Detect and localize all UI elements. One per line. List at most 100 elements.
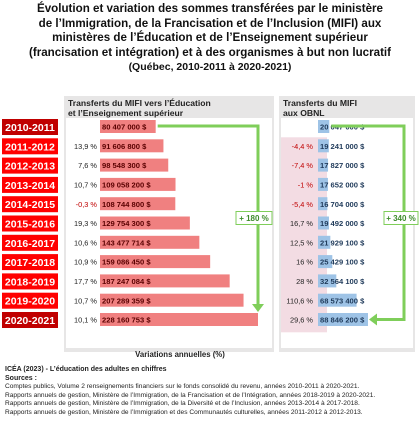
series-1-value-label-9: 207 289 359 $ xyxy=(102,296,151,305)
series-2-bar-9 xyxy=(318,293,357,307)
series-2-variation-9: 110,6 % xyxy=(286,296,313,305)
series-1-bar-1 xyxy=(100,139,164,153)
series-1-variation-1: 13,9 % xyxy=(74,142,97,151)
source-line-4: Rapports annuels de gestion, Ministère d… xyxy=(5,408,363,416)
category-label-2: 2012-2013 xyxy=(5,161,55,173)
series-2-variation-4: -5,4 % xyxy=(292,200,314,209)
series-1-bar-0 xyxy=(100,120,156,133)
category-label-box-5 xyxy=(2,215,58,232)
series-1-value-label-4: 108 744 800 $ xyxy=(102,200,151,209)
category-label-10: 2020-2021 xyxy=(5,315,55,327)
variation-band-education xyxy=(66,137,102,333)
sources-title: Sources : xyxy=(5,374,37,382)
series-2-bar-8 xyxy=(318,274,337,288)
series-2-bar-7 xyxy=(318,255,333,269)
title-line-1: Évolution et variation des sommes transf… xyxy=(36,2,383,15)
category-label-box-4 xyxy=(2,196,58,213)
series-2-variation-7: 16 % xyxy=(296,258,313,267)
series-2-bar-10 xyxy=(318,313,368,326)
series-1-value-label-0: 80 407 000 $ xyxy=(102,123,147,132)
series-1-variation-5: 19,3 % xyxy=(74,219,97,228)
series-1-value-label-6: 143 477 714 $ xyxy=(102,238,151,247)
series-2-value-label-4: 16 704 000 $ xyxy=(320,200,365,209)
series-1-variation-8: 17,7 % xyxy=(74,277,97,286)
series-1-value-label-7: 159 086 450 $ xyxy=(102,258,151,267)
series-2-bar-4 xyxy=(318,197,328,211)
series-2-variation-6: 12,5 % xyxy=(290,238,313,247)
series-1-bar-6 xyxy=(100,235,200,249)
series-2-value-label-9: 68 573 400 $ xyxy=(320,296,365,305)
series-1-bar-5 xyxy=(100,216,190,230)
category-label-5: 2015-2016 xyxy=(5,219,55,231)
series-1-bar-8 xyxy=(100,274,230,288)
series-2-growth-arrowhead xyxy=(369,313,377,326)
series-2-name-line-2: aux OBNL xyxy=(283,108,325,118)
series-1-growth-arrow-line xyxy=(157,124,260,305)
series-2-value-label-3: 17 652 000 $ xyxy=(320,181,365,190)
series-1-bar-4 xyxy=(100,197,176,211)
series-1-value-label-3: 109 058 200 $ xyxy=(102,181,151,190)
series-2-bar-1 xyxy=(318,139,329,153)
series-2-name-line-1: Transferts du MIFI xyxy=(283,98,357,108)
category-label-9: 2019-2020 xyxy=(5,296,55,308)
series-1-bar-2 xyxy=(100,158,169,172)
series-2-variation-1: -4,4 % xyxy=(292,142,314,151)
series-1-bar-7 xyxy=(100,255,211,269)
chart-subtitle: (Québec, 2010-2011 à 2020-2021) xyxy=(128,61,292,73)
source-line-2: Rapports annuels de gestion, Ministère d… xyxy=(5,391,376,399)
series-2-total-change-box xyxy=(383,211,419,225)
category-label-7: 2017-2018 xyxy=(5,257,55,269)
series-1-variation-7: 10,9 % xyxy=(74,258,97,267)
series-1-value-label-5: 129 754 300 $ xyxy=(102,219,151,228)
series-1-bar-10 xyxy=(100,313,258,326)
series-2-variation-10: 29,6 % xyxy=(290,316,313,325)
footer: ICÉA (2023) - L’éducation des adultes en… xyxy=(5,366,417,418)
series-2-value-label-5: 19 492 000 $ xyxy=(320,219,365,228)
series-2-variation-8: 28 % xyxy=(296,277,313,286)
category-label-3: 2013-2014 xyxy=(5,180,55,192)
series-2-value-label-6: 21 929 100 $ xyxy=(320,238,365,247)
series-2-variation-5: 16,7 % xyxy=(290,219,313,228)
x-axis-label: Variations annuelles (%) xyxy=(135,350,225,359)
source-line-3: Rapports annuels de gestion, Ministère d… xyxy=(5,400,360,408)
series-1-variation-2: 7,6 % xyxy=(78,161,97,170)
source-line-1: Comptes publics, Volume 2 renseignements… xyxy=(5,383,360,391)
series-1-variation-9: 10,7 % xyxy=(74,296,97,305)
title-line-3: ministères de l’Éducation et de l’Enseig… xyxy=(52,31,368,44)
series-2-bar-3 xyxy=(318,177,328,191)
series-1-bar-9 xyxy=(100,293,244,307)
series-1-total-change: + 180 % xyxy=(239,214,269,223)
series-1-total-change-box xyxy=(235,211,273,225)
series-2-bar-2 xyxy=(318,158,329,172)
series-2-variation-3: -1 % xyxy=(298,181,314,190)
series-2-value-label-7: 25 429 100 $ xyxy=(320,258,365,267)
series-1-name-line-2: et l’Enseignement supérieur xyxy=(68,108,184,118)
series-1-variation-10: 10,1 % xyxy=(74,316,97,325)
credit-line: ICÉA (2023) - L’éducation des adultes en… xyxy=(5,366,167,373)
category-label-box-6 xyxy=(2,234,58,251)
series-1-variation-3: 10,7 % xyxy=(74,181,97,190)
category-label-box-3 xyxy=(2,176,58,193)
category-label-box-7 xyxy=(2,254,58,271)
title-line-4: (francisation et intégration) et à des o… xyxy=(28,45,392,59)
series-1-variation-4: -0,3 % xyxy=(76,200,98,209)
series-2-value-label-2: 17 827 000 $ xyxy=(320,161,365,170)
series-2-value-label-8: 32 564 100 $ xyxy=(320,277,365,286)
series-2-bar-6 xyxy=(318,235,331,249)
series-2-value-label-1: 19 241 000 $ xyxy=(320,142,365,151)
category-label-box-0 xyxy=(2,119,58,135)
series-1-value-label-10: 228 160 753 $ xyxy=(102,316,151,325)
series-2-bar-0 xyxy=(318,120,330,133)
category-label-1: 2011-2012 xyxy=(5,141,55,153)
series-1-name-line-1: Transferts du MIFI vers l’Éducation xyxy=(68,98,211,108)
series-2-variation-2: -7,4 % xyxy=(292,161,314,170)
category-label-box-9 xyxy=(2,292,58,309)
category-label-box-2 xyxy=(2,157,58,174)
category-label-box-8 xyxy=(2,273,58,290)
series-1-bar-3 xyxy=(100,177,176,191)
category-label-box-1 xyxy=(2,138,58,155)
title-line-2: de l’Immigration, de la Francisation et … xyxy=(38,16,382,30)
category-label-4: 2014-2015 xyxy=(5,199,55,211)
category-label-8: 2018-2019 xyxy=(5,276,55,288)
